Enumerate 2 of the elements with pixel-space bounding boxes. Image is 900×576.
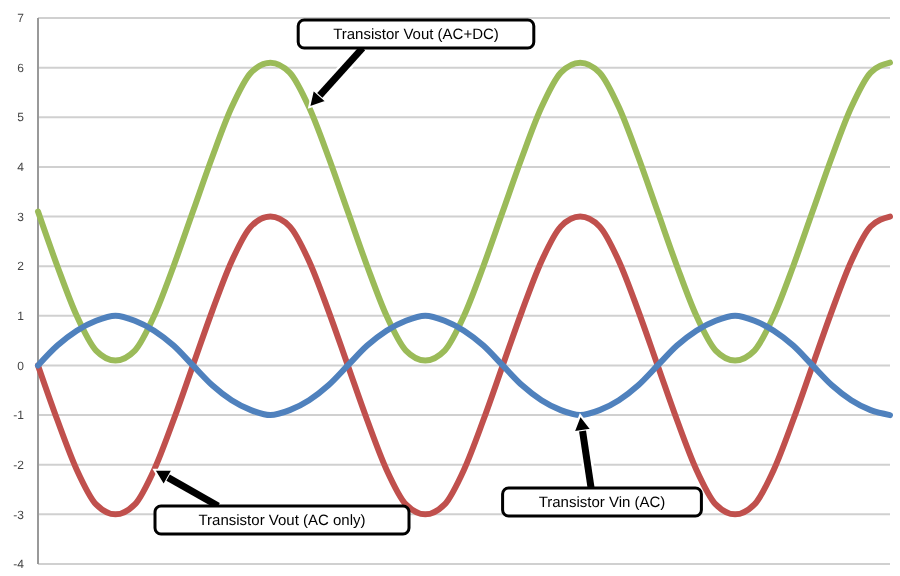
line-series (35, 213, 893, 518)
line-series (35, 59, 893, 364)
